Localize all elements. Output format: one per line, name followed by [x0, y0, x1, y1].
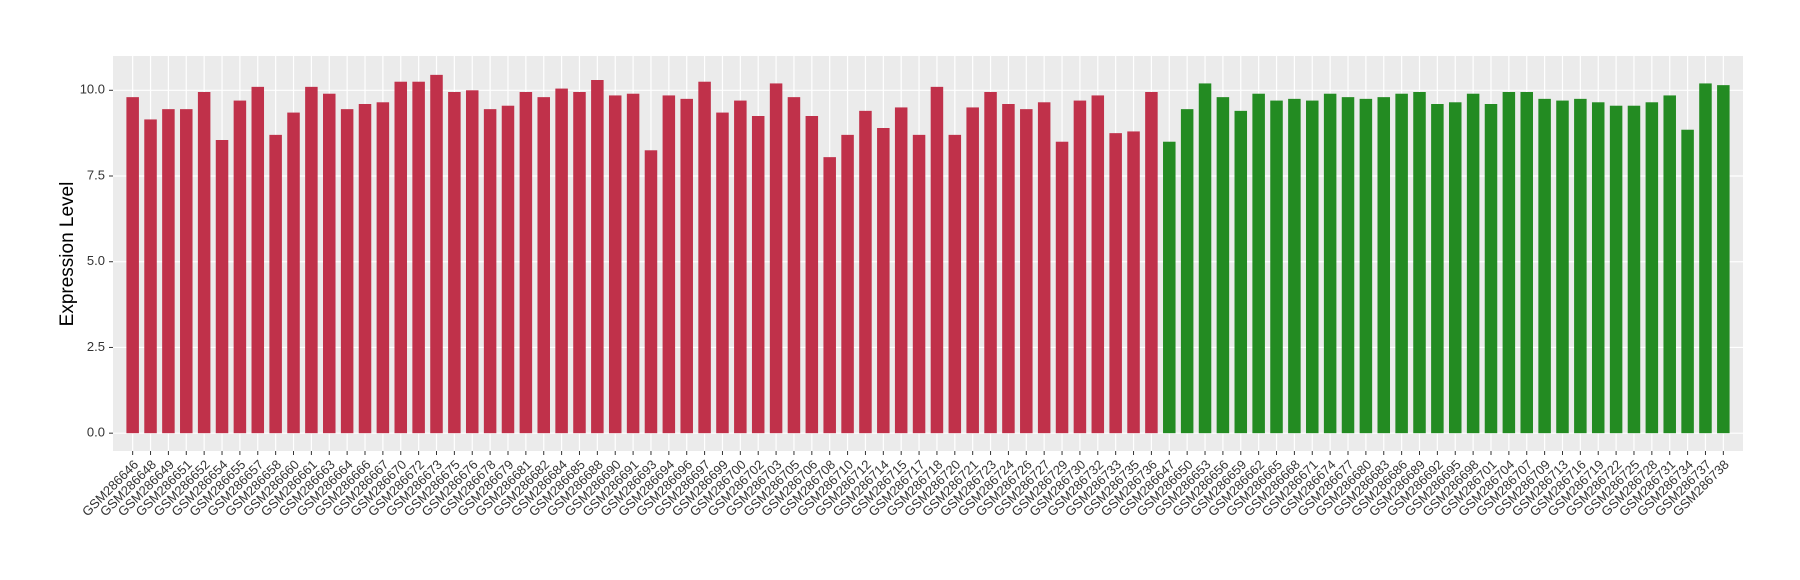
- bar: [948, 134, 962, 434]
- bar: [1323, 93, 1337, 434]
- y-tick-label: 0.0: [87, 425, 105, 440]
- bar: [1645, 102, 1659, 434]
- bar: [1627, 105, 1641, 434]
- bar: [1341, 97, 1355, 434]
- bar: [287, 112, 300, 434]
- bar: [126, 97, 139, 434]
- bar: [483, 109, 497, 434]
- bar: [1574, 98, 1587, 434]
- bar: [1538, 98, 1551, 434]
- bar: [251, 86, 265, 434]
- y-tick-label: 10.0: [80, 82, 105, 97]
- bar: [1037, 102, 1051, 434]
- bar: [984, 92, 997, 434]
- bar: [448, 92, 461, 434]
- bar: [966, 107, 979, 434]
- bar: [1127, 131, 1140, 434]
- bar: [394, 81, 408, 434]
- y-tick-label: 2.5: [87, 339, 105, 354]
- bar: [537, 97, 550, 434]
- bar: [1216, 97, 1230, 434]
- bar: [698, 81, 711, 434]
- bar: [465, 90, 479, 434]
- bar: [591, 80, 604, 434]
- y-axis-label: Expression Level: [57, 182, 78, 327]
- bar: [162, 109, 175, 434]
- bar: [323, 93, 336, 434]
- bar: [376, 102, 390, 434]
- bar: [1163, 141, 1176, 434]
- bar: [1591, 102, 1605, 434]
- bar: [1448, 102, 1462, 434]
- bar: [608, 95, 622, 434]
- bar: [1395, 93, 1408, 434]
- bar: [1413, 92, 1426, 434]
- bar: [1109, 133, 1122, 434]
- bar: [197, 92, 211, 434]
- bar: [1609, 105, 1623, 434]
- bar: [930, 86, 944, 434]
- bar: [1234, 110, 1248, 434]
- bar: [841, 134, 854, 434]
- bar: [1002, 104, 1015, 434]
- bar: [894, 107, 908, 434]
- bar: [1306, 100, 1319, 434]
- bar: [1073, 100, 1087, 434]
- y-tick-label: 7.5: [87, 167, 105, 182]
- y-tick-label: 5.0: [87, 253, 105, 268]
- bar: [751, 116, 765, 434]
- bar: [787, 97, 801, 434]
- bar: [626, 93, 640, 434]
- plot-panel: [113, 56, 1743, 451]
- bar: [1270, 100, 1283, 434]
- bar: [912, 134, 926, 434]
- bar: [716, 112, 729, 434]
- bar: [305, 86, 318, 434]
- bar: [769, 83, 783, 434]
- bar: [501, 105, 515, 434]
- bar: [358, 104, 372, 434]
- bar: [1180, 109, 1194, 434]
- bar: [1288, 98, 1301, 434]
- bar: [573, 92, 586, 434]
- bar: [1502, 92, 1516, 434]
- bar: [180, 109, 193, 434]
- bar: [680, 98, 693, 434]
- bar: [1145, 92, 1158, 434]
- bar: [340, 109, 354, 434]
- bar: [1431, 104, 1444, 434]
- bar: [1717, 85, 1730, 434]
- bar: [1663, 95, 1676, 434]
- bar: [1198, 83, 1212, 434]
- bar: [1055, 141, 1069, 434]
- bar: [1520, 92, 1533, 434]
- bar: [430, 74, 443, 434]
- bar: [859, 110, 872, 434]
- bar: [1556, 100, 1569, 434]
- bar: [823, 157, 836, 434]
- bar: [1466, 93, 1480, 434]
- bar: [412, 81, 425, 434]
- bar: [1020, 109, 1033, 434]
- bar: [1699, 83, 1712, 434]
- bar: [269, 134, 282, 434]
- bar: [805, 116, 819, 434]
- bar: [877, 128, 890, 434]
- bar: [1484, 104, 1498, 434]
- bar: [215, 140, 229, 434]
- bar: [1252, 93, 1265, 434]
- bar: [662, 95, 676, 434]
- bar: [1359, 98, 1373, 434]
- bar: [1377, 97, 1391, 434]
- bar: [519, 92, 533, 434]
- bar: [233, 100, 247, 434]
- bar: [734, 100, 747, 434]
- bar: [144, 119, 157, 434]
- bar: [1681, 129, 1694, 434]
- bar: [644, 150, 658, 434]
- bar: [555, 88, 568, 434]
- bar: [1091, 95, 1105, 434]
